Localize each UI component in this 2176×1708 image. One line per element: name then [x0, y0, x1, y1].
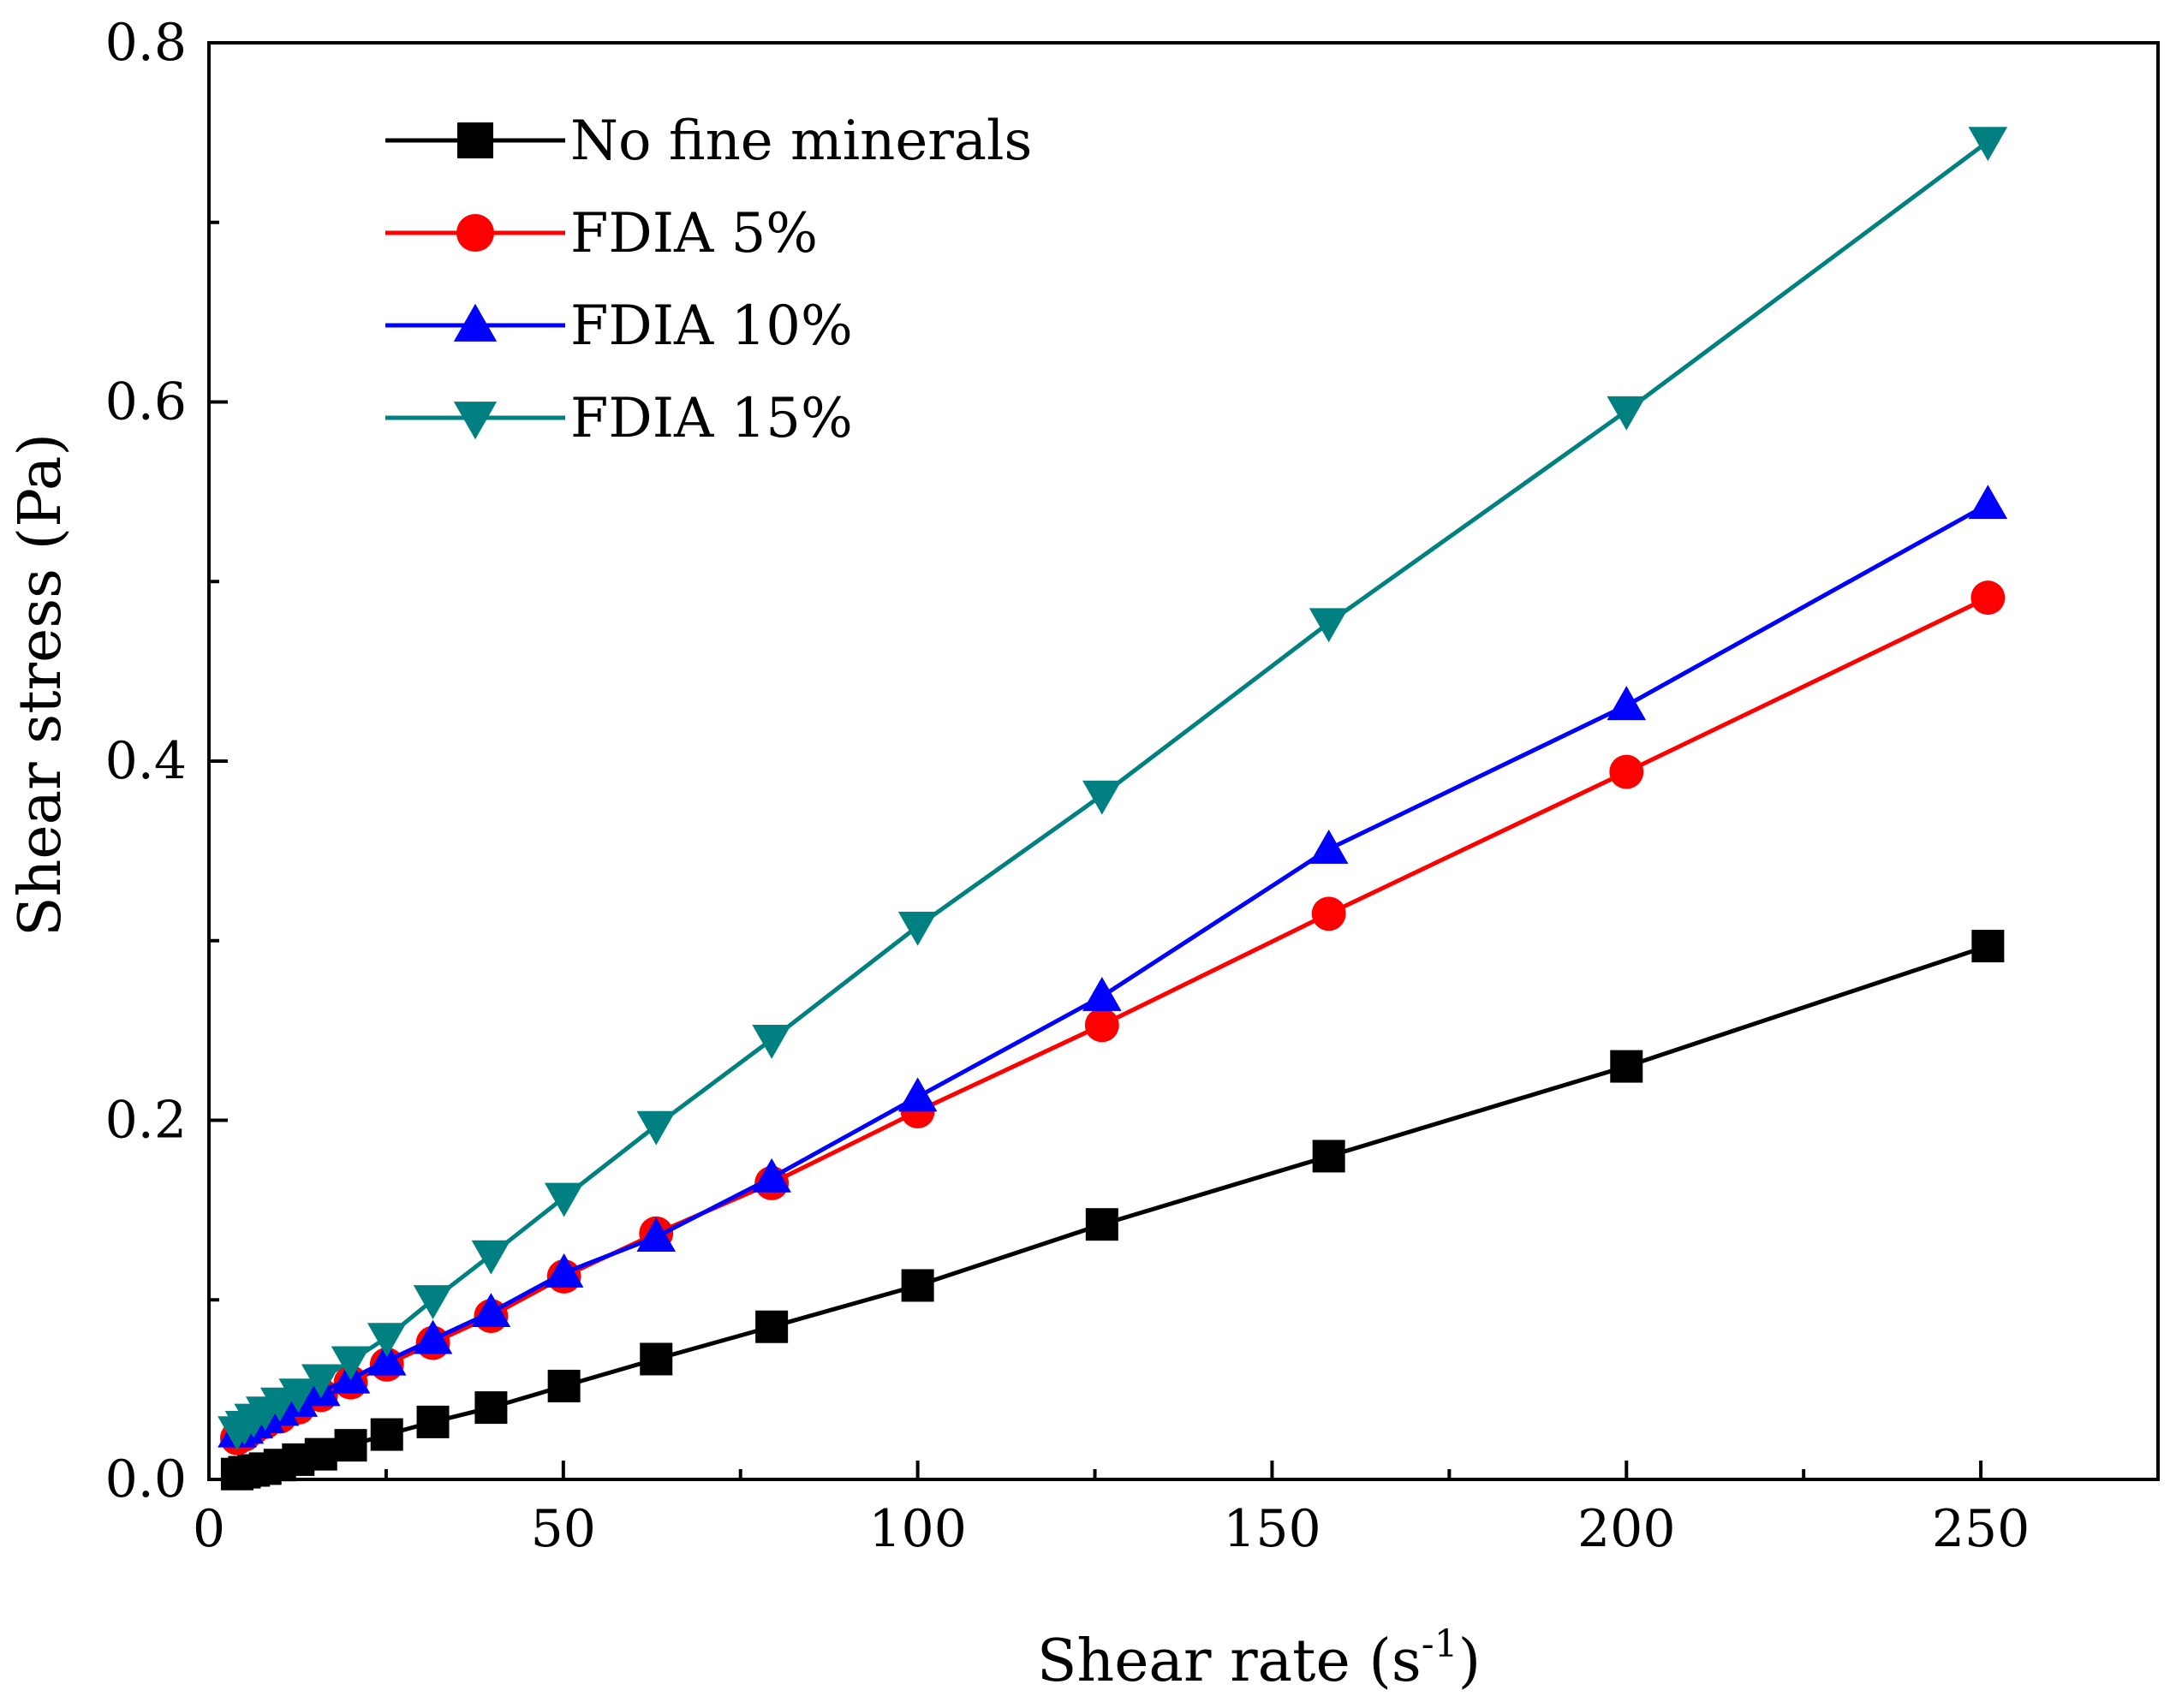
x-tick-label: 100 [868, 1499, 967, 1559]
data-point-square [755, 1310, 789, 1343]
data-point-triangle-down [471, 1240, 511, 1275]
x-axis-title-close: ) [1458, 1628, 1481, 1695]
x-tick-label: 150 [1223, 1499, 1321, 1559]
legend-item: FDIA 15% [385, 387, 853, 450]
x-tick-label: 200 [1577, 1499, 1676, 1559]
data-point-triangle-down [301, 1364, 341, 1399]
y-tick-label: 0.4 [105, 731, 187, 791]
data-point-triangle-up [544, 1253, 584, 1288]
legend-label: FDIA 10% [570, 295, 853, 358]
data-point-triangle-down [453, 402, 498, 440]
data-point-square [547, 1369, 581, 1402]
legend-label: FDIA 15% [570, 387, 853, 450]
legend-label: FDIA 5% [570, 202, 818, 265]
y-tick-label: 0.8 [105, 13, 187, 73]
data-point-triangle-down [1082, 780, 1122, 815]
data-point-square [1610, 1050, 1643, 1083]
series-layer [218, 127, 2008, 1491]
y-tick-label: 0.6 [105, 372, 187, 432]
data-point-circle [1970, 580, 2006, 616]
data-point-square [1971, 930, 2005, 963]
data-point-triangle-down [367, 1323, 407, 1358]
data-point-square [901, 1269, 934, 1302]
plot-border [207, 41, 2160, 1481]
legend: No fine minerals FDIA 5% FDIA 10% FDIA 15% [385, 110, 1032, 450]
data-point-circle [1311, 896, 1346, 931]
x-tick-label: 50 [531, 1499, 596, 1559]
data-point-triangle-up [471, 1293, 511, 1328]
data-point-triangle-down [897, 911, 938, 946]
data-point-triangle-up [1082, 976, 1122, 1011]
x-axis-title-text: Shear rate (s [1037, 1628, 1422, 1695]
legend-item: FDIA 10% [385, 295, 853, 358]
data-point-triangle-down [1309, 608, 1349, 643]
data-point-circle [456, 213, 495, 253]
data-point-triangle-down [413, 1285, 453, 1320]
data-point-triangle-down [1968, 127, 2008, 162]
data-point-triangle-up [752, 1158, 791, 1193]
data-point-triangle-up [1607, 686, 1647, 721]
x-tick-label: 250 [1932, 1499, 2030, 1559]
y-tick-label: 0.0 [105, 1449, 187, 1509]
x-axis: 0 50 100 150 200 250 [193, 1461, 2030, 1559]
data-point-triangle-down [752, 1025, 791, 1059]
data-point-square [640, 1342, 673, 1376]
data-point-circle [1084, 1008, 1119, 1043]
y-tick-label: 0.2 [105, 1091, 187, 1151]
data-point-triangle-down [636, 1110, 677, 1146]
x-tick-label: 0 [193, 1499, 225, 1559]
data-point-triangle-up [367, 1341, 407, 1376]
data-point-triangle-down [331, 1346, 371, 1381]
data-point-square [474, 1391, 508, 1425]
data-point-circle [1609, 754, 1644, 789]
plot-frame [207, 41, 2160, 1481]
data-point-triangle-down [1607, 396, 1647, 431]
data-point-triangle-up [636, 1217, 677, 1252]
data-point-square [370, 1418, 403, 1451]
y-axis: 0.0 0.2 0.4 0.6 0.8 [105, 13, 228, 1509]
data-point-triangle-down [544, 1182, 584, 1217]
series-1 [220, 930, 2005, 1491]
series-3 [218, 485, 2008, 1448]
data-point-square [1085, 1208, 1118, 1241]
legend-label: No fine minerals [570, 110, 1032, 173]
x-axis-title: Shear rate (s-1) [1037, 1622, 1481, 1695]
data-point-triangle-up [453, 303, 498, 342]
y-axis-title: Shear stress (Pa) [7, 433, 75, 937]
data-point-square [334, 1429, 367, 1462]
series-4 [218, 127, 2008, 1451]
legend-item: No fine minerals [385, 110, 1032, 173]
data-point-square [457, 122, 493, 158]
data-point-triangle-up [1968, 485, 2008, 520]
data-point-square [416, 1405, 450, 1438]
data-point-square [1312, 1140, 1345, 1173]
data-point-triangle-up [897, 1077, 938, 1112]
data-point-triangle-up [1309, 829, 1349, 864]
x-axis-title-superscript: -1 [1422, 1622, 1458, 1666]
data-point-square [304, 1437, 337, 1471]
series-line [235, 502, 1989, 1435]
data-point-triangle-up [413, 1319, 453, 1354]
data-point-triangle-down [278, 1378, 319, 1413]
legend-item: FDIA 5% [385, 202, 818, 265]
